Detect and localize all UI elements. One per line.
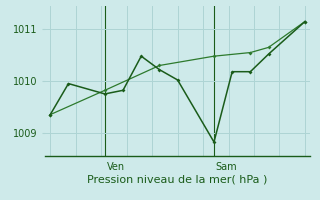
Text: Sam: Sam bbox=[216, 162, 237, 172]
X-axis label: Pression niveau de la mer( hPa ): Pression niveau de la mer( hPa ) bbox=[87, 175, 268, 185]
Text: Ven: Ven bbox=[107, 162, 125, 172]
